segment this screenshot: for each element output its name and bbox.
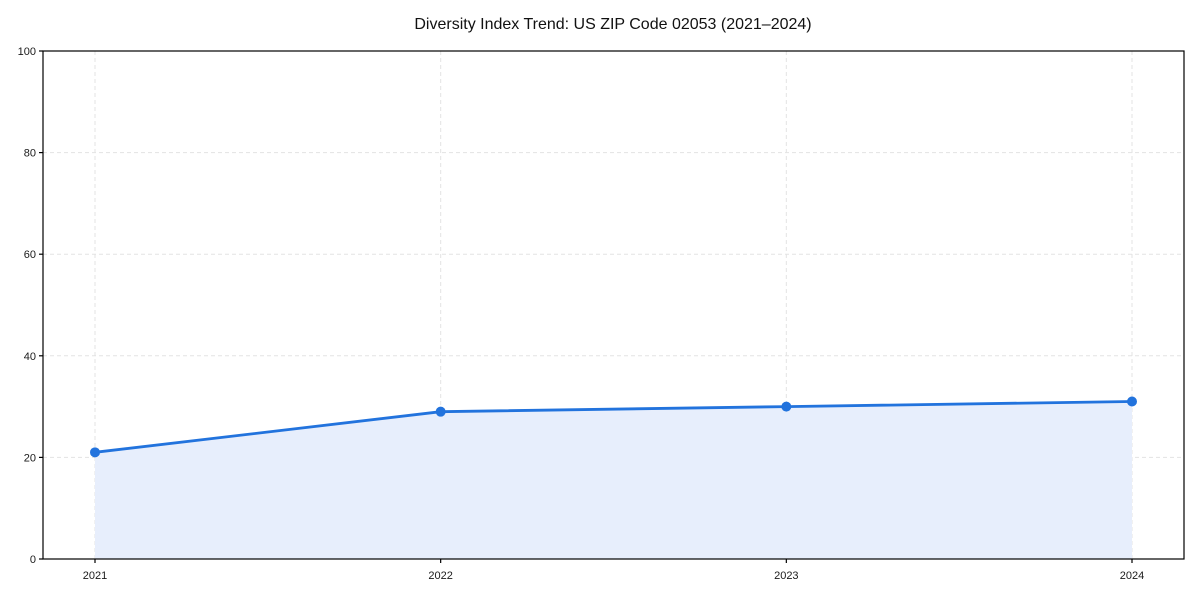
plot-frame <box>42 50 1185 560</box>
data-point <box>435 406 446 417</box>
trend-line <box>93 400 1134 454</box>
data-point <box>1127 396 1137 407</box>
x-tick-label: 2021 <box>83 570 107 582</box>
area-fill <box>95 401 1132 559</box>
tick-label-layer: 2021 2022 2023 2024 0 20 40 60 80 100 <box>18 46 1145 582</box>
x-tick-label: 2022 <box>428 570 452 582</box>
y-tick-label: 80 <box>24 148 36 160</box>
axis-layer <box>39 50 1185 563</box>
y-tick-label: 0 <box>30 554 36 566</box>
y-tick-label: 20 <box>24 452 36 464</box>
x-tick-label: 2023 <box>774 570 798 582</box>
series-layer <box>90 396 1137 559</box>
y-tick-label: 40 <box>24 351 36 363</box>
y-tick-label: 100 <box>18 46 36 58</box>
data-point <box>90 447 100 458</box>
y-tick-label: 60 <box>24 249 36 261</box>
x-tick-label: 2024 <box>1120 570 1144 582</box>
data-point <box>781 401 792 412</box>
chart-title: Diversity Index Trend: US ZIP Code 02053… <box>414 16 811 33</box>
